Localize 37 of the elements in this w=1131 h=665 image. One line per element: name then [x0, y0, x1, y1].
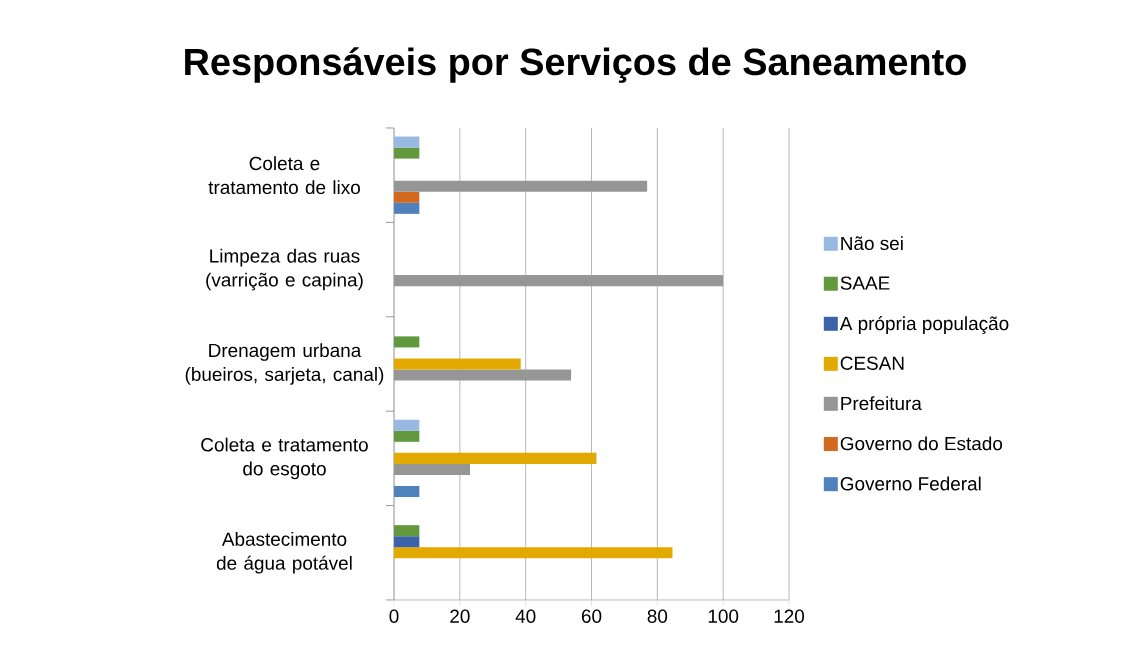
bar: [394, 275, 724, 287]
legend-label: A própria população: [839, 316, 1009, 335]
legend-label: Não sei: [841, 236, 903, 251]
x-tick-label: 20: [450, 609, 470, 623]
bar: [394, 136, 420, 148]
bar: [394, 336, 420, 348]
bar: [394, 536, 420, 548]
bar: [394, 486, 420, 498]
legend-label: Governo Federal: [840, 476, 981, 491]
bar: [394, 452, 597, 464]
x-tick-label: 80: [647, 609, 668, 623]
bar: [394, 547, 673, 559]
legend-label: SAAE: [840, 276, 890, 290]
bar: [394, 191, 420, 203]
bar: [394, 180, 648, 192]
chart-title: Responsáveis por Serviços de Saneamento: [185, 47, 966, 83]
x-tick-label: 60: [581, 609, 602, 623]
bar: [394, 419, 420, 431]
legend-label: CESAN: [840, 356, 904, 370]
x-tick-label: 100: [708, 609, 739, 623]
bar: [394, 147, 420, 159]
x-tick-label: 0: [389, 609, 399, 623]
x-tick-label: 40: [515, 609, 536, 623]
y-tick-label: Coleta e tratamento do esgoto: [201, 437, 368, 480]
legend-label: Prefeitura: [841, 396, 922, 411]
y-tick-label: Drenagem urbana (bueiros, sarjeta, canal): [185, 343, 384, 385]
bar: [394, 525, 420, 537]
bar: [394, 358, 521, 370]
bar: [394, 463, 471, 475]
y-tick-label: Abastecimento de água potável: [216, 532, 352, 574]
bar: [394, 202, 420, 214]
x-tick-label: 120: [774, 609, 805, 623]
bar: [394, 369, 572, 381]
y-tick-label: Coleta e tratamento de lixo: [208, 156, 360, 195]
legend-label: Governo do Estado: [840, 436, 1003, 451]
bar: [394, 430, 420, 442]
y-tick-label: Limpeza das ruas (varrição e capina): [206, 248, 363, 291]
